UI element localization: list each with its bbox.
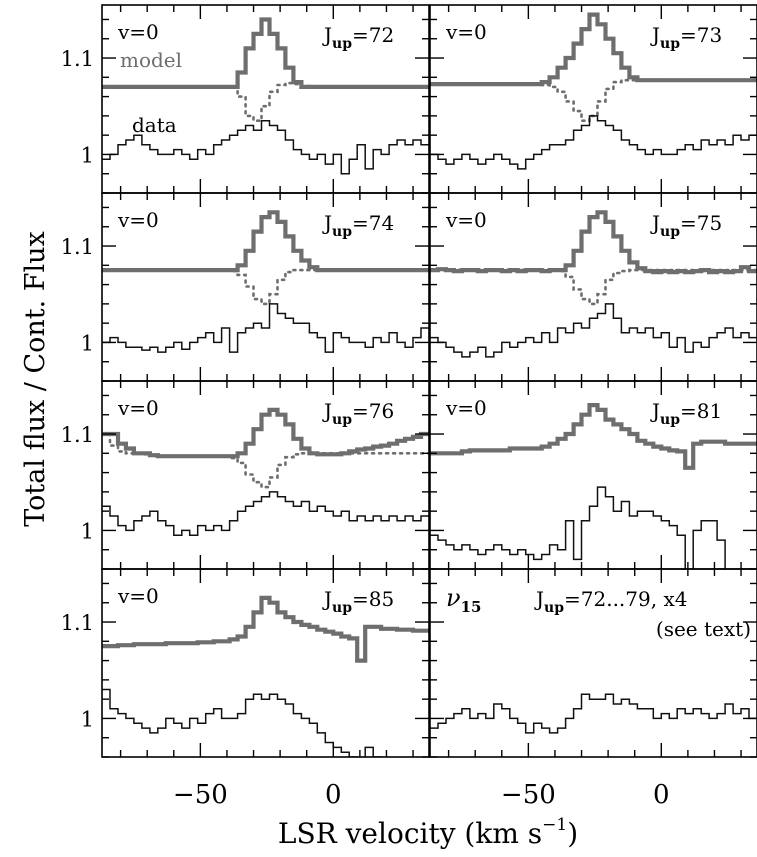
j-label: Jup=73 — [650, 23, 722, 52]
j-label: Jup=74 — [322, 211, 394, 240]
vib-label: v=0 — [117, 20, 159, 44]
panel-series — [102, 595, 429, 757]
j-label: Jup=75 — [650, 211, 722, 240]
j-subscript: up — [660, 36, 680, 52]
j-value: =73 — [680, 23, 722, 47]
model-label: model — [120, 48, 182, 72]
y-tick-label: 1.1 — [61, 611, 94, 635]
series-thin-black-line — [430, 693, 757, 734]
j-label: Jup=76 — [322, 399, 394, 428]
j-prefix: J — [650, 211, 660, 235]
panel-series — [102, 17, 429, 175]
j-value: =75 — [680, 211, 722, 235]
vib-label: ν15 — [446, 584, 481, 616]
panel-7 — [430, 693, 757, 734]
series-dotted-gray-line — [102, 432, 429, 489]
panel-2 — [102, 210, 429, 353]
j-subscript: up — [660, 224, 680, 240]
x-tick-label: −50 — [501, 780, 556, 810]
series-dotted-gray-line — [102, 268, 429, 306]
j-prefix: J — [322, 399, 332, 423]
y-tick-label: 1.1 — [61, 235, 94, 259]
j-subscript: up — [544, 600, 564, 616]
vib-label: v=0 — [117, 584, 159, 608]
data-label: data — [132, 113, 177, 137]
j-prefix: J — [322, 23, 332, 47]
panel-border — [429, 568, 757, 758]
j-value: =72 — [352, 23, 394, 47]
note-label: (see text) — [656, 617, 751, 641]
vib-label: v=0 — [117, 208, 159, 232]
series-model-line — [430, 403, 757, 470]
j-value: =85 — [352, 587, 394, 611]
j-label: Jup=72 — [322, 23, 394, 52]
vib-symbol: ν — [446, 584, 461, 612]
panel-3 — [430, 210, 757, 358]
series-thin-black-line — [102, 303, 429, 353]
series-thin-black-line — [430, 115, 757, 170]
panel-series — [430, 403, 757, 569]
y-tick-label: 1 — [81, 707, 94, 731]
vib-label: v=0 — [445, 208, 487, 232]
j-prefix: J — [650, 23, 660, 47]
series-data-line — [102, 119, 429, 175]
series-dotted-gray-line — [102, 81, 429, 122]
y-tick-label: 1.1 — [61, 47, 94, 71]
x-axis-label: LSR velocity (km s−1) — [278, 815, 578, 850]
j-label: Jup=72...79, x4 — [534, 587, 687, 616]
series-dotted-gray-line — [430, 268, 757, 306]
y-axis-label: Total flux / Cont. Flux — [20, 231, 51, 527]
series-thin-black-line — [430, 303, 757, 358]
j-prefix: J — [322, 587, 332, 611]
vib-subscript: 15 — [461, 598, 482, 616]
j-subscript: up — [332, 600, 352, 616]
panel-0 — [102, 17, 429, 175]
y-tick-label: 1 — [81, 519, 94, 543]
j-value: =76 — [352, 399, 394, 423]
j-prefix: J — [322, 211, 332, 235]
j-subscript: up — [332, 412, 352, 428]
panel-4 — [102, 407, 429, 537]
panel-series — [430, 210, 757, 358]
y-tick-label: 1 — [81, 143, 94, 167]
series-dotted-gray-line — [430, 78, 757, 122]
series-thin-black-line — [102, 688, 382, 757]
vib-label: v=0 — [445, 20, 487, 44]
x-tick-label: 0 — [325, 780, 342, 810]
j-value: =72...79, x4 — [564, 587, 687, 611]
j-subscript: up — [332, 36, 352, 52]
panel-series — [430, 12, 757, 170]
panel-border — [101, 568, 430, 758]
j-prefix: J — [650, 399, 660, 423]
vib-label: v=0 — [445, 396, 487, 420]
panel-1 — [430, 12, 757, 170]
panel-6 — [102, 595, 429, 757]
j-label: Jup=81 — [650, 399, 722, 428]
panels-layer — [102, 12, 757, 757]
j-label: Jup=85 — [322, 587, 394, 616]
j-prefix: J — [534, 587, 544, 611]
y-tick-label: 1 — [81, 331, 94, 355]
series-thin-black-line — [102, 491, 429, 537]
y-tick-label: 1.1 — [61, 423, 94, 447]
series-thin-black-line — [430, 486, 726, 569]
panel-series — [430, 693, 757, 734]
series-model-line — [102, 595, 429, 663]
x-tick-label: 0 — [653, 780, 670, 810]
j-value: =74 — [352, 211, 394, 235]
j-subscript: up — [660, 412, 680, 428]
x-tick-label: −50 — [173, 780, 228, 810]
panel-series — [102, 407, 429, 537]
j-subscript: up — [332, 224, 352, 240]
j-value: =81 — [680, 399, 722, 423]
panel-series — [102, 210, 429, 353]
panel-5 — [430, 403, 757, 569]
vib-label: v=0 — [117, 396, 159, 420]
